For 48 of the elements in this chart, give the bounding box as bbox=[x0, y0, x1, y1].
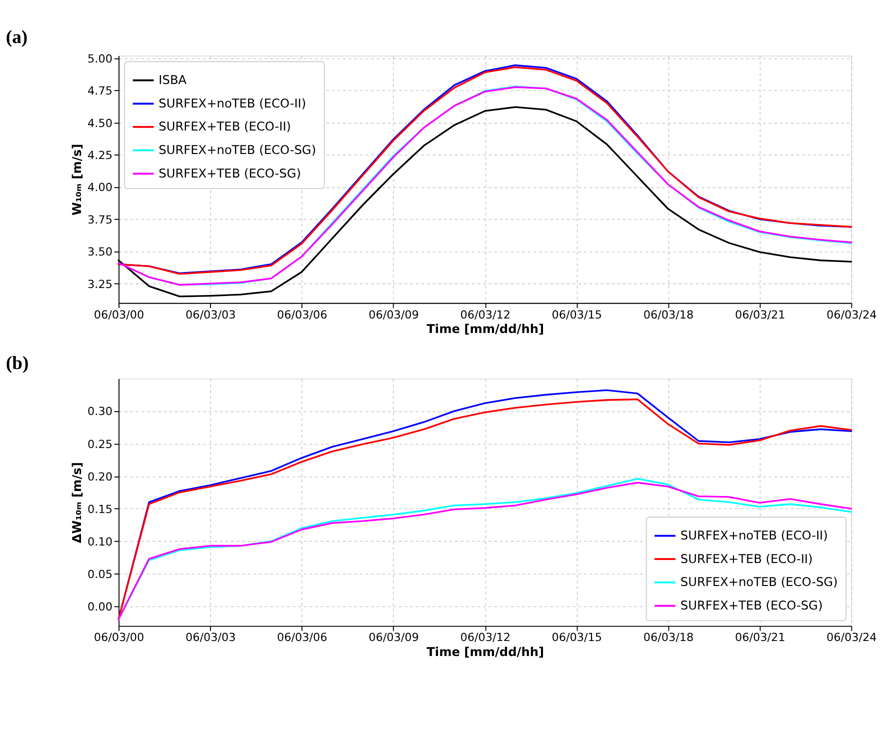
y-tick-label: 0.30 bbox=[88, 405, 112, 418]
x-tick-label: 06/03/12 bbox=[460, 308, 510, 322]
x-tick-label: 06/03/18 bbox=[643, 631, 694, 644]
x-tick-label: 06/03/03 bbox=[185, 631, 236, 644]
chart-title: (b) bbox=[6, 353, 29, 374]
x-tick-label: 06/03/06 bbox=[277, 631, 328, 644]
x-tick-label: 06/03/00 bbox=[94, 308, 144, 322]
y-tick-label: 3.75 bbox=[88, 213, 112, 226]
x-tick-label: 06/03/15 bbox=[552, 308, 602, 322]
legend-label: SURFEX+TEB (ECO-II) bbox=[158, 120, 292, 134]
x-tick-label: 06/03/21 bbox=[734, 631, 786, 644]
y-tick-label: 3.25 bbox=[88, 278, 112, 291]
y-axis-title: W₁₀ₘ [m/s] bbox=[70, 144, 84, 216]
y-tick-label: 4.00 bbox=[88, 181, 112, 194]
x-axis-title: Time [mm/dd/hh] bbox=[426, 322, 544, 336]
x-tick-label: 06/03/06 bbox=[277, 308, 328, 322]
y-tick-label: 3.50 bbox=[88, 246, 112, 259]
legend-label: SURFEX+noTEB (ECO-II) bbox=[680, 528, 828, 542]
x-tick-label: 06/03/18 bbox=[643, 308, 694, 322]
y-tick-label: 0.25 bbox=[88, 438, 112, 451]
x-tick-label: 06/03/03 bbox=[185, 308, 236, 322]
y-tick-label: 4.75 bbox=[88, 84, 112, 98]
y-tick-label: 0.05 bbox=[88, 568, 112, 581]
y-tick-label: 0.20 bbox=[88, 470, 112, 484]
x-tick-label: 06/03/00 bbox=[94, 631, 144, 644]
y-tick-label: 0.10 bbox=[88, 535, 112, 548]
y-axis-title: ΔW₁₀ₘ [m/s] bbox=[70, 462, 84, 544]
legend-label: SURFEX+noTEB (ECO-SG) bbox=[680, 575, 838, 590]
x-tick-label: 06/03/24 bbox=[826, 631, 877, 644]
y-tick-label: 5.00 bbox=[88, 52, 112, 66]
legend-label: SURFEX+TEB (ECO-SG) bbox=[158, 166, 301, 180]
y-tick-label: 0.15 bbox=[88, 502, 112, 516]
y-tick-label: 0.00 bbox=[88, 600, 112, 614]
y-tick-label: 4.25 bbox=[88, 148, 112, 162]
legend-label: SURFEX+noTEB (ECO-II) bbox=[158, 96, 306, 110]
x-tick-label: 06/03/09 bbox=[368, 308, 419, 322]
x-tick-label: 06/03/12 bbox=[460, 631, 510, 644]
x-tick-label: 06/03/21 bbox=[734, 308, 786, 322]
legend-label: ISBA bbox=[158, 73, 188, 88]
legend-label: SURFEX+noTEB (ECO-SG) bbox=[158, 143, 316, 158]
x-tick-label: 06/03/24 bbox=[826, 308, 877, 322]
legend-label: SURFEX+TEB (ECO-SG) bbox=[680, 598, 823, 612]
chart-title: (a) bbox=[6, 27, 28, 48]
legend-label: SURFEX+TEB (ECO-II) bbox=[680, 552, 813, 566]
x-tick-label: 06/03/15 bbox=[552, 631, 602, 644]
y-tick-label: 4.50 bbox=[88, 116, 112, 130]
x-axis-title: Time [mm/dd/hh] bbox=[426, 645, 544, 660]
x-tick-label: 06/03/09 bbox=[368, 631, 419, 644]
